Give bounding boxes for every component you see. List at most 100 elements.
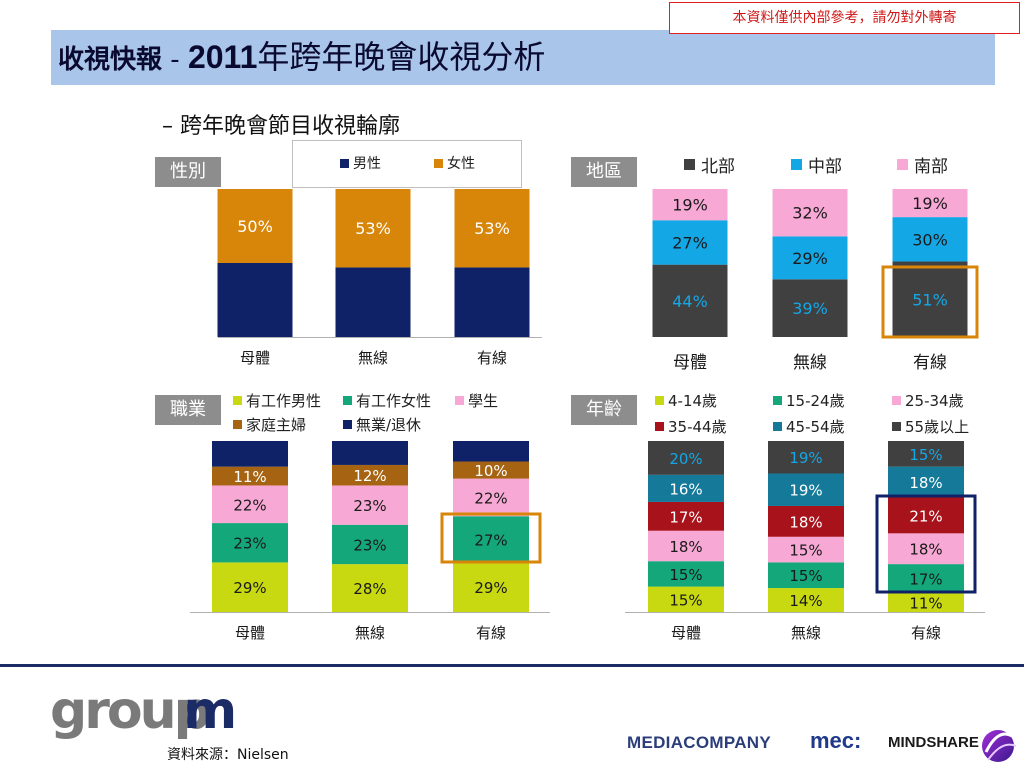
mindshare-emblem-icon [982,730,1017,762]
region-chart: 44% 27% 19% 母體 39% 29% 32% 無線 51% 30% 19% 有線 [652,189,979,373]
data-label: 15% [909,446,942,464]
data-label: 23% [353,497,386,515]
legend-swatch-unemployed [343,420,352,429]
title-bar [51,30,995,85]
tag-gender: 性別 [155,157,221,187]
age-chart: 15% 15% 18% 17% 16% 20% 母體 14% 15% 15% 18% 19% 19% 無線… [625,441,985,642]
legend-age-55-plus: 55歲以上 [892,416,969,437]
bar-segment [652,220,728,265]
legend-swatch-student [455,396,464,405]
bar-segment [888,497,964,534]
legend-swatch-housewife [233,420,242,429]
mec-logo: mec: [810,728,862,753]
confidential-notice: 本資料僅供內部參考，請勿對外轉寄 [669,2,1020,34]
subtitle: – 跨年晚會節目收視輪廓 [162,114,400,139]
data-label: 18% [909,474,942,492]
bar-segment [212,441,288,467]
legend-label-age-4-14: 4-14歲 [668,392,718,410]
data-label: 18% [909,541,942,559]
legend-swatch-central [791,159,802,170]
legend-working-male: 有工作男性 [233,390,321,411]
data-label: 23% [353,536,386,554]
data-label: 18% [789,513,822,531]
legend-unemployed: 無業/退休 [343,414,421,435]
data-label: 39% [792,299,828,318]
data-label: 51% [912,290,948,309]
highlight-box [875,494,977,594]
legend-south: 南部 [897,152,948,177]
bar-segment [453,441,529,462]
legend-north: 北部 [684,152,735,177]
legend-working-female: 有工作女性 [343,390,431,411]
tag-region: 地區 [571,157,637,187]
data-label: 53% [474,219,510,238]
legend-label-male: 男性 [353,156,381,172]
legend-swatch-age-55-plus [892,422,901,431]
legend-label-age-15-24: 15-24歲 [786,392,845,410]
groupm-logo: group m [50,688,237,740]
bar-segment [888,593,964,612]
category-label: 無線 [791,624,821,642]
legend-label-north: 北部 [701,157,735,177]
bar-segment [332,564,408,612]
bar-segment [453,516,529,563]
legend-label-female: 女性 [447,156,475,172]
legend-label-student: 學生 [468,392,499,410]
bar-segment [892,189,968,218]
source-note: 資料來源：Nielsen [167,747,289,763]
data-label: 19% [789,482,822,500]
data-label: 28% [353,580,386,598]
bar-segment [212,466,288,486]
legend-swatch-age-35-44 [655,422,664,431]
mediacompany-logo: MEDIACOMPANY [627,733,772,752]
legend-female: 女性 [434,153,475,173]
bar-segment [454,267,530,337]
data-label: 27% [672,233,708,252]
legend-swatch-working-female [343,396,352,405]
tag-age: 年齡 [571,395,637,425]
category-label: 母體 [240,349,270,367]
bar-segment [888,441,964,467]
category-label: 母體 [673,353,707,373]
title-part1: 收視快報 [58,45,163,75]
legend-label-age-55-plus: 55歲以上 [905,418,970,436]
bar-segment [332,441,408,465]
legend-swatch-female [434,158,443,168]
legend-label-working-female: 有工作女性 [356,392,432,410]
bar-segment [648,586,724,612]
legend-swatch-age-4-14 [655,396,664,405]
data-label: 15% [669,566,702,584]
bar-segment [212,562,288,612]
occupation-chart: 29% 23% 22% 11% 母體 28% 23% 23% 12% 無線 29% 27% 22% 10%… [190,441,550,642]
gender-legend: 男性 女性 [292,140,522,188]
footer-divider [0,664,1024,667]
legend-swatch-age-15-24 [773,396,782,405]
bar-segment [892,261,968,337]
legend-swatch-age-45-54 [773,422,782,431]
legend-swatch-south [897,159,908,170]
data-label: 15% [789,542,822,560]
data-label: 16% [669,480,702,498]
bar-segment [768,505,844,537]
tag-occupation: 職業 [155,395,221,425]
legend-age-35-44: 35-44歲 [655,416,727,437]
legend-age-25-34: 25-34歲 [892,390,964,411]
bar-segment [768,588,844,612]
bar-segment [454,189,530,268]
legend-label-south: 南部 [914,157,948,177]
bar-segment [648,561,724,587]
data-label: 23% [233,535,266,553]
legend-age-4-14: 4-14歲 [655,390,717,411]
bar-segment [768,562,844,589]
data-label: 22% [474,489,507,507]
legend-label-working-male: 有工作男性 [246,392,322,410]
bar-segment [772,236,848,280]
bar-segment [453,562,529,612]
data-label: 22% [233,496,266,514]
data-label: 44% [672,292,708,311]
category-label: 有線 [913,353,947,373]
category-label: 無線 [355,624,385,642]
data-label: 18% [669,538,702,556]
data-label: 19% [912,194,948,213]
data-label: 19% [789,449,822,467]
